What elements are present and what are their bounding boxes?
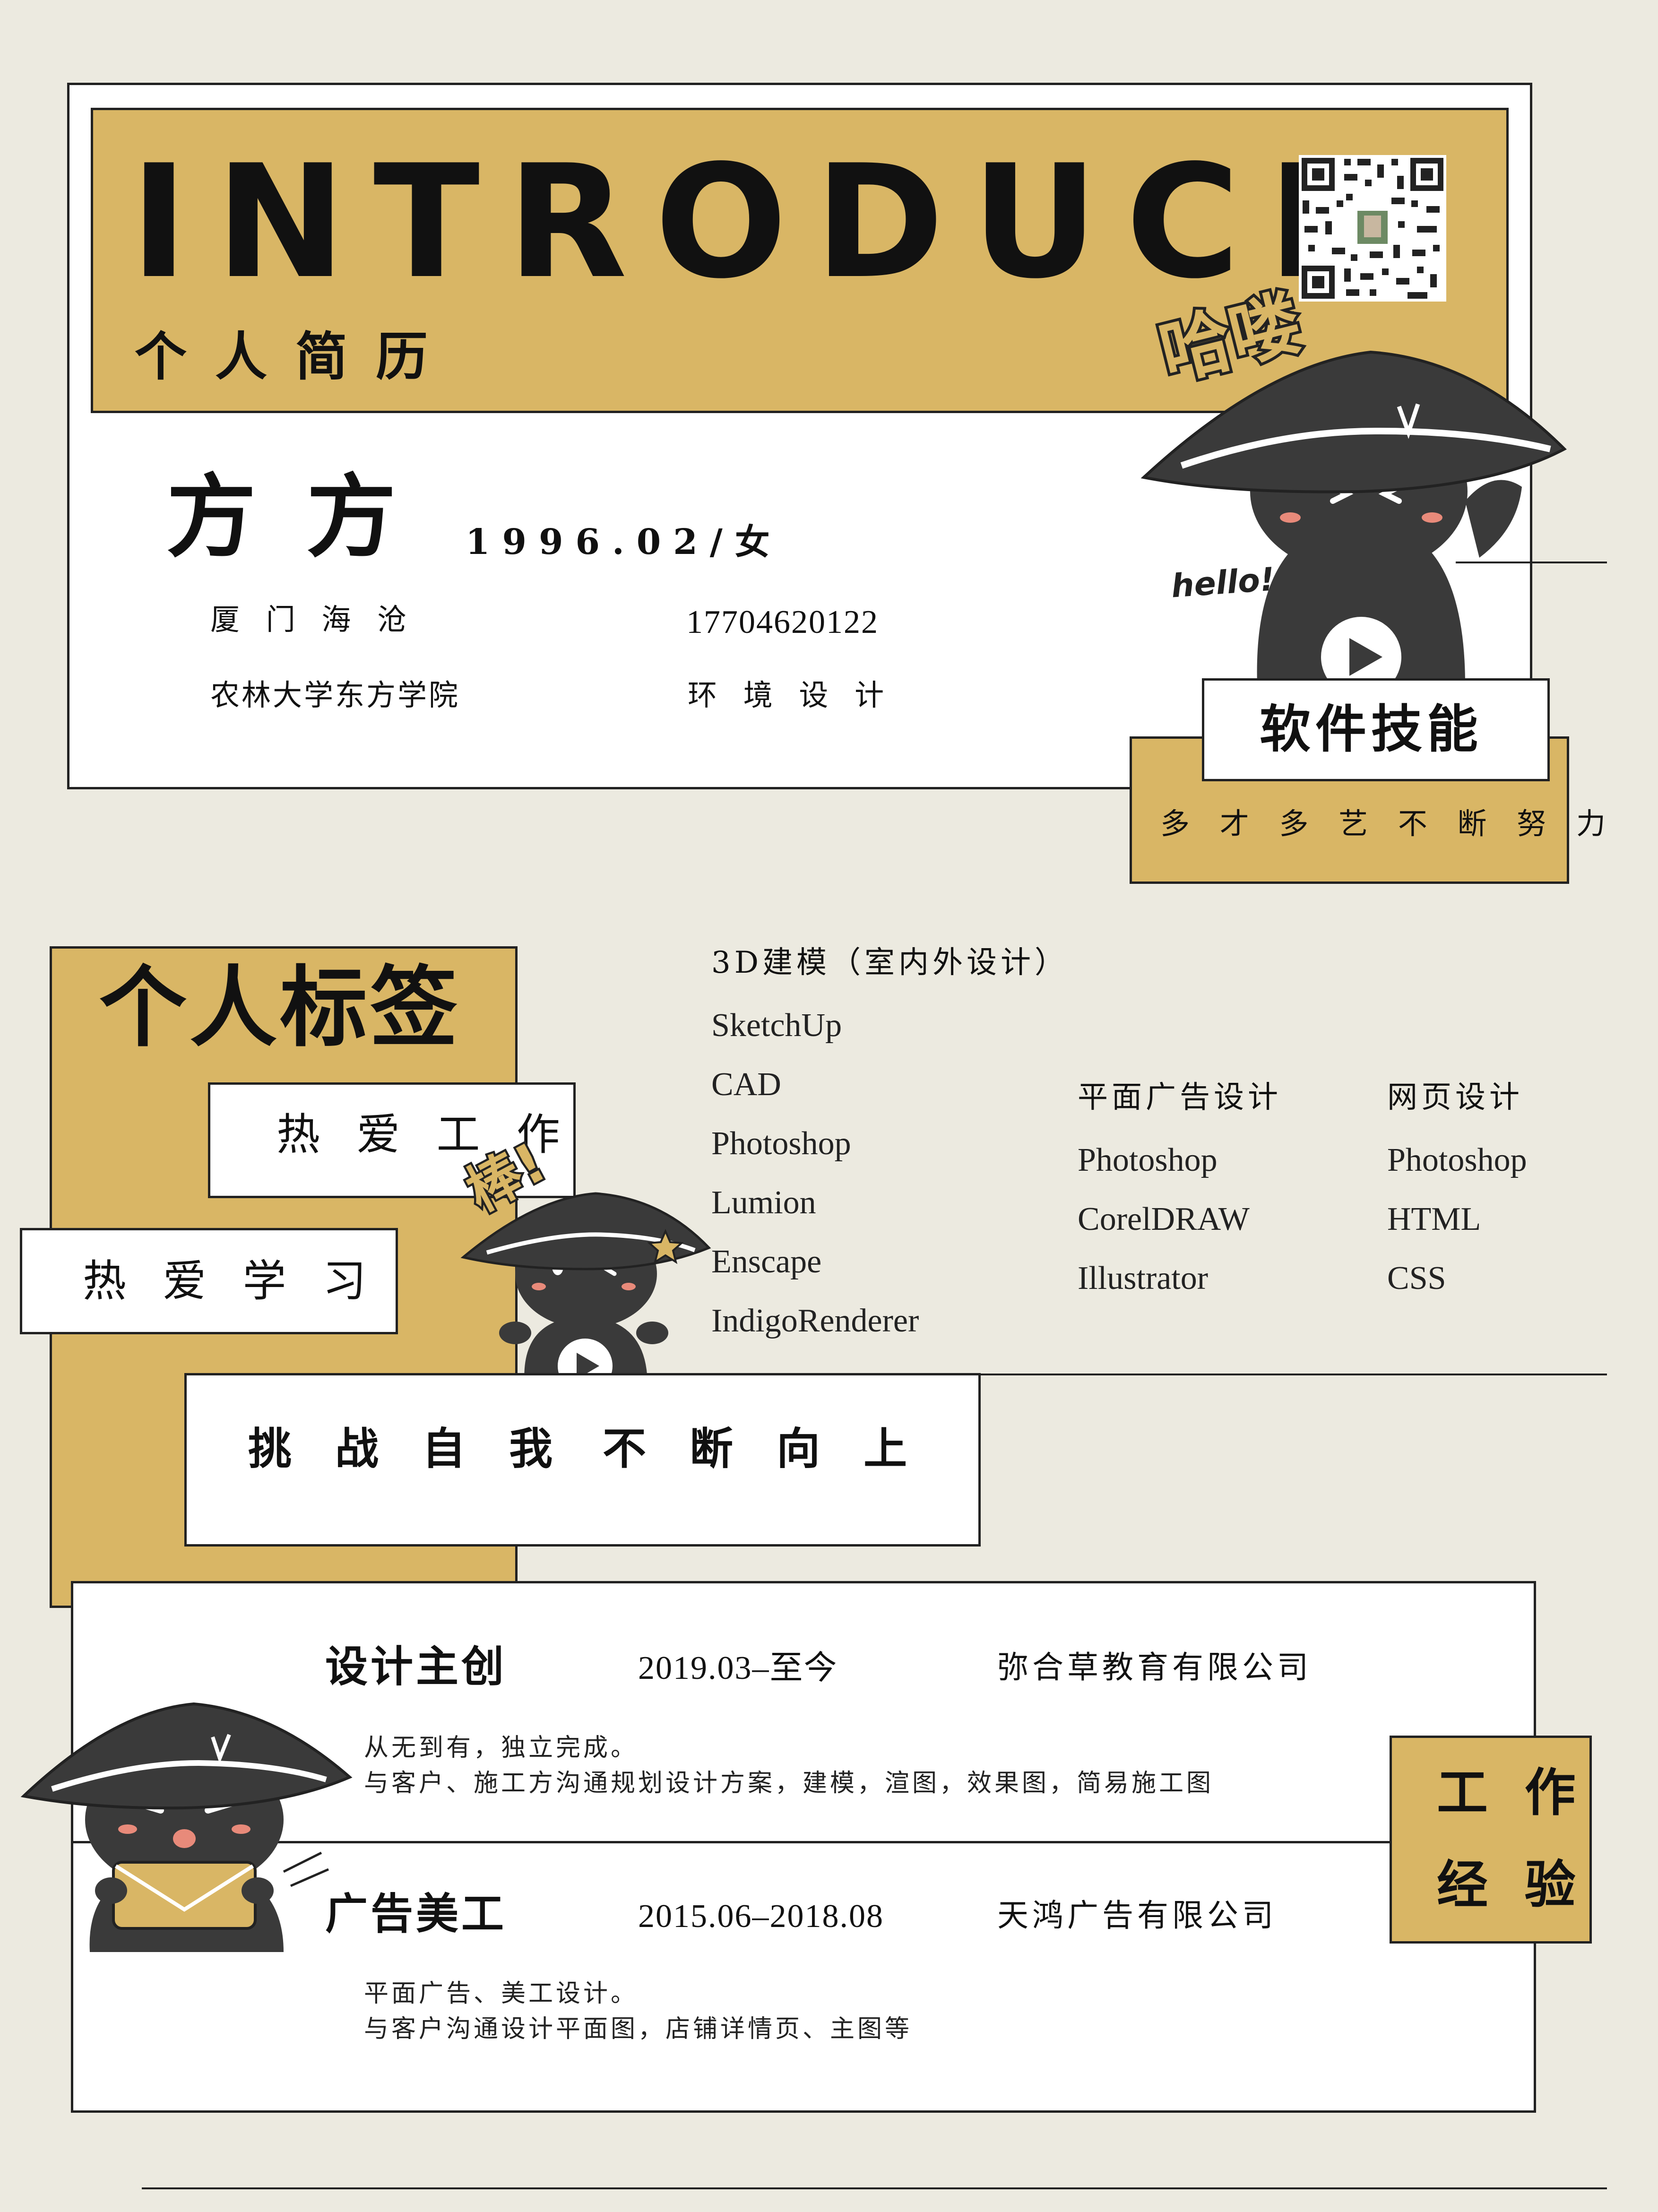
tag-love-study (20, 1228, 398, 1334)
skill-item: IndigoRenderer (711, 1303, 919, 1339)
divider-line (1456, 562, 1607, 563)
skill-item: Enscape (711, 1244, 822, 1280)
skill-col1-title: 3D建模（室内外设计） (711, 945, 1069, 980)
person-name: 方 方 (166, 465, 406, 570)
skill-col3-title: 网页设计 (1387, 1080, 1523, 1115)
qr-code-icon (1299, 155, 1446, 302)
experience-title-1: 工 作 (1437, 1763, 1585, 1823)
skill-item: Photoshop (1078, 1142, 1218, 1178)
job-company: 天鸿广告有限公司 (997, 1897, 1277, 1934)
motto-box (184, 1373, 981, 1547)
tag-love-study-label: 热 爱 学 习 (83, 1256, 378, 1306)
motto-part-2: 不 断 向 上 (603, 1424, 922, 1474)
skill-item: Photoshop (1387, 1142, 1527, 1178)
skills-title: 软件技能 (1260, 700, 1483, 759)
tag-love-work (208, 1082, 576, 1198)
skill-item: CSS (1387, 1260, 1446, 1296)
skill-item: Illustrator (1078, 1260, 1209, 1296)
job-description: 与客户沟通设计平面图，店铺详情页、主图等 (364, 2015, 913, 2043)
divider-line (974, 1374, 1607, 1375)
skill-item: CorelDRAW (1078, 1201, 1250, 1237)
major: 环 境 设 计 (688, 678, 893, 712)
title-banner (91, 108, 1509, 413)
experience-divider (71, 1841, 1536, 1843)
skill-item: Lumion (711, 1184, 816, 1221)
experience-card (71, 1581, 1536, 2113)
skill-item: SketchUp (711, 1007, 842, 1044)
skill-item: Photoshop (711, 1125, 851, 1162)
location: 厦 门 海 沧 (210, 602, 415, 637)
mascot-envelope-icon (20, 1702, 353, 1952)
tags-title: 个人标签 (99, 957, 460, 1059)
job-description: 与客户、施工方沟通规划设计方案，建模，渲图，效果图，简易施工图 (364, 1769, 1214, 1797)
motto-part-1: 挑 战 自 我 (248, 1424, 567, 1474)
page-subtitle: 个人简历 (135, 327, 456, 387)
skill-col2-title: 平面广告设计 (1078, 1080, 1282, 1115)
phone: 17704620122 (686, 604, 879, 640)
job-company: 弥合草教育有限公司 (997, 1649, 1312, 1685)
school: 农林大学东方学院 (210, 678, 460, 712)
skills-slogan: 多 才 多 艺 不 断 努 力 (1160, 806, 1616, 841)
experience-title-box (1390, 1736, 1592, 1944)
birth-gender: 1996.02/女 (466, 522, 782, 562)
job-period: 2019.03–至今 (638, 1650, 838, 1686)
job-description: 平面广告、美工设计。 (364, 1979, 639, 2008)
job-description: 从无到有，独立完成。 (364, 1734, 639, 1762)
hello-text: hello! (1170, 561, 1276, 605)
job-role: 广告美工 (325, 1889, 507, 1939)
tag-love-work-label: 热 爱 工 作 (276, 1109, 571, 1160)
skills-title-box (1202, 678, 1550, 781)
job-period: 2015.06–2018.08 (638, 1898, 884, 1935)
experience-title-2: 经 验 (1437, 1856, 1585, 1915)
skill-item: HTML (1387, 1201, 1481, 1237)
page-title: INTRODUCE (130, 131, 1402, 313)
mascot-wave-icon (1140, 350, 1567, 697)
job-role: 设计主创 (325, 1642, 507, 1692)
skill-item: CAD (711, 1066, 781, 1103)
bottom-rule (142, 2187, 1607, 2189)
